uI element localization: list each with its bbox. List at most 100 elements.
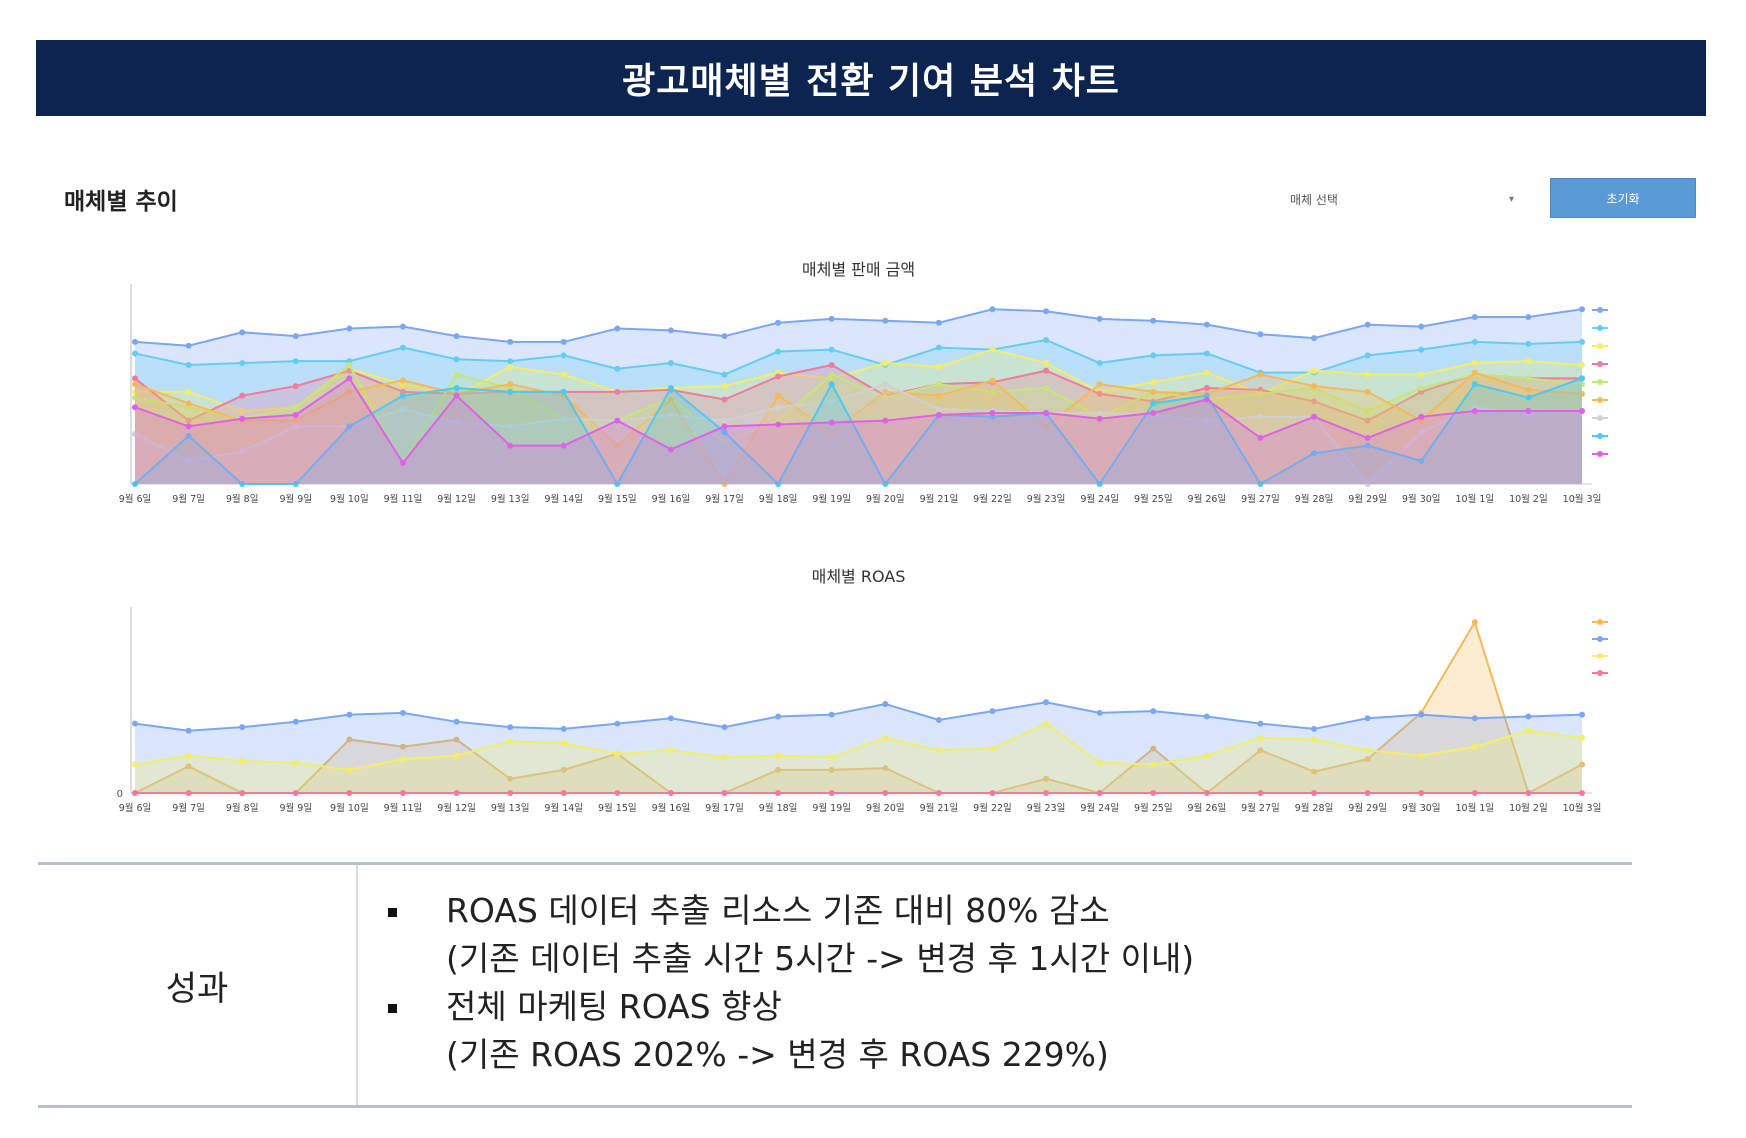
data-point	[453, 385, 460, 391]
x-tick-label: 9월 29일	[1348, 493, 1387, 505]
data-point	[399, 743, 406, 750]
x-tick-label: 9월 9일	[279, 802, 312, 814]
data-point	[614, 365, 621, 372]
data-point	[507, 381, 514, 388]
result-item: 전체 마케팅 ROAS 향상 (기존 ROAS 202% -> 변경 후 ROA…	[388, 983, 1612, 1079]
data-point	[1203, 790, 1210, 796]
data-point	[507, 738, 514, 745]
data-point	[935, 319, 942, 326]
data-point	[882, 790, 889, 796]
data-point	[1364, 371, 1371, 378]
series-line	[134, 338, 1583, 376]
y-tick-label: 0	[117, 789, 123, 800]
data-point	[1579, 790, 1585, 796]
legend-marker	[1597, 415, 1603, 421]
data-point	[721, 790, 728, 796]
data-point	[1418, 429, 1425, 436]
data-point	[185, 361, 192, 368]
data-point	[775, 404, 782, 411]
data-point	[292, 358, 299, 365]
data-point	[1418, 413, 1425, 420]
data-point	[292, 411, 299, 418]
data-point	[132, 481, 138, 487]
data-point	[828, 371, 835, 378]
data-point	[1525, 340, 1532, 347]
data-point	[1525, 790, 1532, 796]
data-point	[1364, 790, 1371, 796]
data-point	[935, 406, 942, 413]
data-point	[1043, 360, 1050, 367]
x-tick-label: 9월 17일	[705, 802, 744, 814]
x-tick-label: 9월 16일	[652, 493, 691, 505]
data-point	[721, 724, 728, 731]
data-point	[346, 325, 353, 332]
data-point	[1418, 790, 1425, 796]
x-tick-label: 9월 25일	[1134, 493, 1173, 505]
data-point	[453, 718, 460, 725]
legend-marker	[1597, 619, 1603, 625]
data-point	[1471, 715, 1478, 722]
data-point	[828, 381, 835, 388]
data-point	[828, 711, 835, 718]
data-point	[1364, 388, 1371, 395]
x-tick-label: 9월 26일	[1188, 493, 1227, 505]
data-point	[667, 747, 674, 754]
data-point	[775, 481, 782, 487]
data-point	[346, 790, 353, 796]
data-point	[1150, 317, 1157, 324]
data-point	[667, 396, 674, 403]
data-point	[989, 306, 996, 313]
data-point	[185, 457, 192, 464]
data-point	[1043, 790, 1050, 796]
data-point	[239, 790, 246, 796]
data-point	[614, 481, 621, 487]
data-point	[507, 790, 514, 796]
data-point	[1150, 761, 1157, 768]
x-tick-label: 9월 7일	[172, 493, 205, 505]
reset-button[interactable]: 초기화	[1550, 178, 1696, 218]
data-point	[399, 709, 406, 716]
data-point	[828, 315, 835, 322]
x-tick-label: 9월 11일	[384, 493, 423, 505]
data-point	[1579, 361, 1585, 368]
data-point	[721, 333, 728, 340]
legend-marker	[1597, 451, 1603, 457]
result-item: ROAS 데이터 추출 리소스 기존 대비 80% 감소 (기존 데이터 추출 …	[388, 887, 1612, 983]
data-point	[453, 790, 460, 796]
data-point	[185, 763, 192, 770]
x-tick-label: 9월 15일	[598, 802, 637, 814]
data-point	[132, 375, 138, 382]
media-select[interactable]: 매체 선택 ▾	[1290, 186, 1520, 212]
series-area	[135, 309, 1582, 484]
data-point	[292, 718, 299, 725]
data-point	[185, 752, 192, 759]
data-point	[346, 423, 353, 430]
data-point	[828, 754, 835, 761]
data-point	[1364, 321, 1371, 328]
series-area	[135, 723, 1582, 793]
data-point	[346, 736, 353, 743]
data-point	[1257, 390, 1264, 397]
x-tick-label: 9월 27일	[1241, 493, 1280, 505]
data-point	[935, 344, 942, 351]
bullet-icon	[388, 1004, 397, 1013]
data-point	[239, 757, 246, 764]
data-point	[1043, 720, 1050, 727]
data-point	[1257, 434, 1264, 441]
x-tick-label: 9월 23일	[1027, 493, 1066, 505]
data-point	[882, 417, 889, 424]
data-point	[1364, 408, 1371, 415]
legend-marker	[1597, 670, 1603, 676]
series-area	[135, 622, 1582, 793]
x-tick-label: 9월 28일	[1295, 493, 1334, 505]
data-point	[1043, 409, 1050, 416]
data-point	[1257, 734, 1264, 741]
x-tick-label: 10월 1일	[1455, 493, 1494, 505]
data-point	[828, 766, 835, 773]
data-point	[1525, 386, 1532, 393]
data-point	[1418, 323, 1425, 330]
data-point	[1364, 756, 1371, 763]
data-point	[560, 766, 567, 773]
data-point	[560, 352, 567, 359]
data-point	[560, 740, 567, 747]
